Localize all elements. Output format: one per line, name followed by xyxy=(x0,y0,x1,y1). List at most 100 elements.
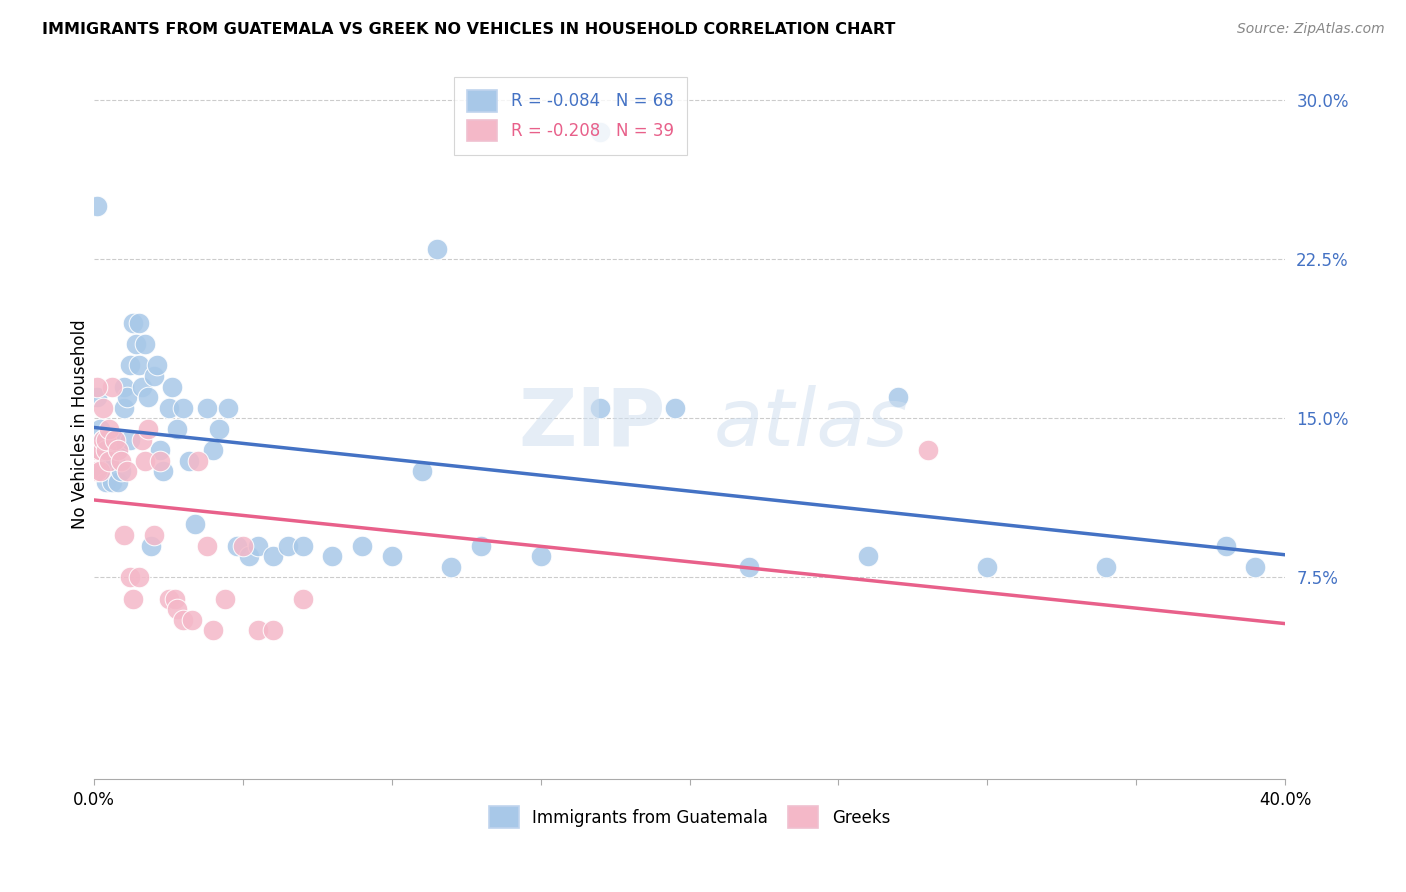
Point xyxy=(887,390,910,404)
Point xyxy=(110,454,132,468)
Point xyxy=(89,422,111,436)
Point xyxy=(104,433,127,447)
Point xyxy=(246,539,269,553)
Point xyxy=(94,475,117,489)
Point xyxy=(149,454,172,468)
Point xyxy=(381,549,404,564)
Point xyxy=(181,613,204,627)
Point xyxy=(131,379,153,393)
Point xyxy=(118,359,141,373)
Point xyxy=(104,454,127,468)
Point xyxy=(86,443,108,458)
Point xyxy=(976,559,998,574)
Point xyxy=(86,379,108,393)
Point xyxy=(738,559,761,574)
Point xyxy=(246,624,269,638)
Point xyxy=(86,465,108,479)
Point xyxy=(98,433,121,447)
Point xyxy=(98,454,121,468)
Text: atlas: atlas xyxy=(713,384,908,463)
Point xyxy=(187,454,209,468)
Point xyxy=(98,454,121,468)
Point xyxy=(262,549,284,564)
Point xyxy=(470,539,492,553)
Point xyxy=(291,539,314,553)
Point xyxy=(195,401,218,415)
Point xyxy=(1215,539,1237,553)
Point xyxy=(291,591,314,606)
Point xyxy=(91,433,114,447)
Point xyxy=(166,602,188,616)
Point xyxy=(858,549,880,564)
Point xyxy=(157,401,180,415)
Point xyxy=(440,559,463,574)
Point xyxy=(321,549,343,564)
Point xyxy=(89,443,111,458)
Point xyxy=(128,316,150,330)
Point xyxy=(214,591,236,606)
Point xyxy=(1244,559,1267,574)
Point xyxy=(134,337,156,351)
Point xyxy=(157,591,180,606)
Point xyxy=(1095,559,1118,574)
Point xyxy=(262,624,284,638)
Point xyxy=(917,443,939,458)
Point xyxy=(184,517,207,532)
Point xyxy=(226,539,249,553)
Point xyxy=(589,125,612,139)
Point xyxy=(115,390,138,404)
Point xyxy=(172,613,194,627)
Point xyxy=(160,379,183,393)
Point xyxy=(121,591,143,606)
Point xyxy=(172,401,194,415)
Point xyxy=(125,337,148,351)
Point xyxy=(530,549,553,564)
Point xyxy=(411,465,433,479)
Point xyxy=(112,401,135,415)
Point xyxy=(152,465,174,479)
Point xyxy=(208,422,231,436)
Point xyxy=(91,433,114,447)
Point xyxy=(166,422,188,436)
Point xyxy=(277,539,299,553)
Point xyxy=(110,465,132,479)
Point xyxy=(145,359,167,373)
Point xyxy=(107,443,129,458)
Point xyxy=(232,539,254,553)
Point xyxy=(142,528,165,542)
Point xyxy=(217,401,239,415)
Point xyxy=(98,422,121,436)
Point xyxy=(91,465,114,479)
Point xyxy=(107,443,129,458)
Point xyxy=(89,465,111,479)
Point xyxy=(128,359,150,373)
Point xyxy=(136,390,159,404)
Point xyxy=(101,454,124,468)
Point xyxy=(94,454,117,468)
Point xyxy=(86,199,108,213)
Point xyxy=(112,528,135,542)
Point xyxy=(425,242,447,256)
Point xyxy=(94,443,117,458)
Text: ZIP: ZIP xyxy=(519,384,666,463)
Point xyxy=(163,591,186,606)
Point xyxy=(238,549,260,564)
Point xyxy=(142,369,165,384)
Point xyxy=(134,454,156,468)
Point xyxy=(139,539,162,553)
Point xyxy=(202,624,225,638)
Point xyxy=(128,570,150,584)
Legend: Immigrants from Guatemala, Greeks: Immigrants from Guatemala, Greeks xyxy=(482,800,897,835)
Point xyxy=(202,443,225,458)
Point xyxy=(86,390,108,404)
Point xyxy=(589,401,612,415)
Point xyxy=(136,422,159,436)
Point xyxy=(91,401,114,415)
Point xyxy=(118,433,141,447)
Point xyxy=(118,570,141,584)
Point xyxy=(352,539,374,553)
Point xyxy=(107,475,129,489)
Point xyxy=(89,443,111,458)
Point xyxy=(112,379,135,393)
Point xyxy=(149,443,172,458)
